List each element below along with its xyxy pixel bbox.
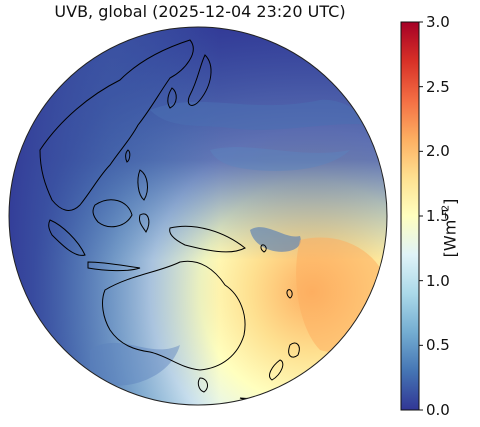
coastline-nz-south xyxy=(269,359,284,381)
globe-edge xyxy=(8,26,388,406)
coastline-borneo xyxy=(92,199,133,228)
cloud-band xyxy=(210,147,350,171)
coastline-japan xyxy=(187,54,212,106)
colorbar-tick-label: 0.0 xyxy=(426,401,450,419)
colorbar-label: [Wm−2] xyxy=(440,198,460,258)
colorbar-tick-label: 1.5 xyxy=(426,207,450,225)
uvb-shading-west xyxy=(9,27,387,405)
cloud-patch xyxy=(90,342,180,386)
coastline-taiwan xyxy=(125,149,131,163)
cloud-band xyxy=(150,99,372,130)
coastline-east-asia xyxy=(39,39,194,211)
coastline-sumatra xyxy=(48,219,86,256)
cloud-patch xyxy=(250,227,301,252)
coastline-new-caledonia xyxy=(286,289,293,299)
colorbar xyxy=(400,21,423,411)
colorbar-tick-label: 1.0 xyxy=(426,271,450,290)
globe xyxy=(8,26,388,406)
coastline-australia xyxy=(102,260,246,371)
coastline-java xyxy=(87,261,141,272)
coastline-sulawesi xyxy=(139,213,150,233)
coastline-nz-north xyxy=(288,342,300,358)
colorbar-tick-label: 2.0 xyxy=(426,142,450,161)
colorbar-tick-label: 3.0 xyxy=(426,13,450,31)
coastline-new-guinea xyxy=(169,225,246,253)
coastlines xyxy=(39,39,302,403)
colorbar-ticks xyxy=(419,21,423,411)
colorbar-bar xyxy=(400,21,420,411)
coastline-tasmania xyxy=(197,377,208,393)
colorbar-tick-label: 0.5 xyxy=(426,336,450,355)
coastline-philippines xyxy=(137,169,148,201)
coastline-korea xyxy=(167,87,177,109)
colorbar-tick-label: 2.5 xyxy=(426,77,450,96)
coastline-solomon-islands xyxy=(260,244,267,253)
map-title: UVB, global (2025-12-04 23:20 UTC) xyxy=(54,2,346,21)
